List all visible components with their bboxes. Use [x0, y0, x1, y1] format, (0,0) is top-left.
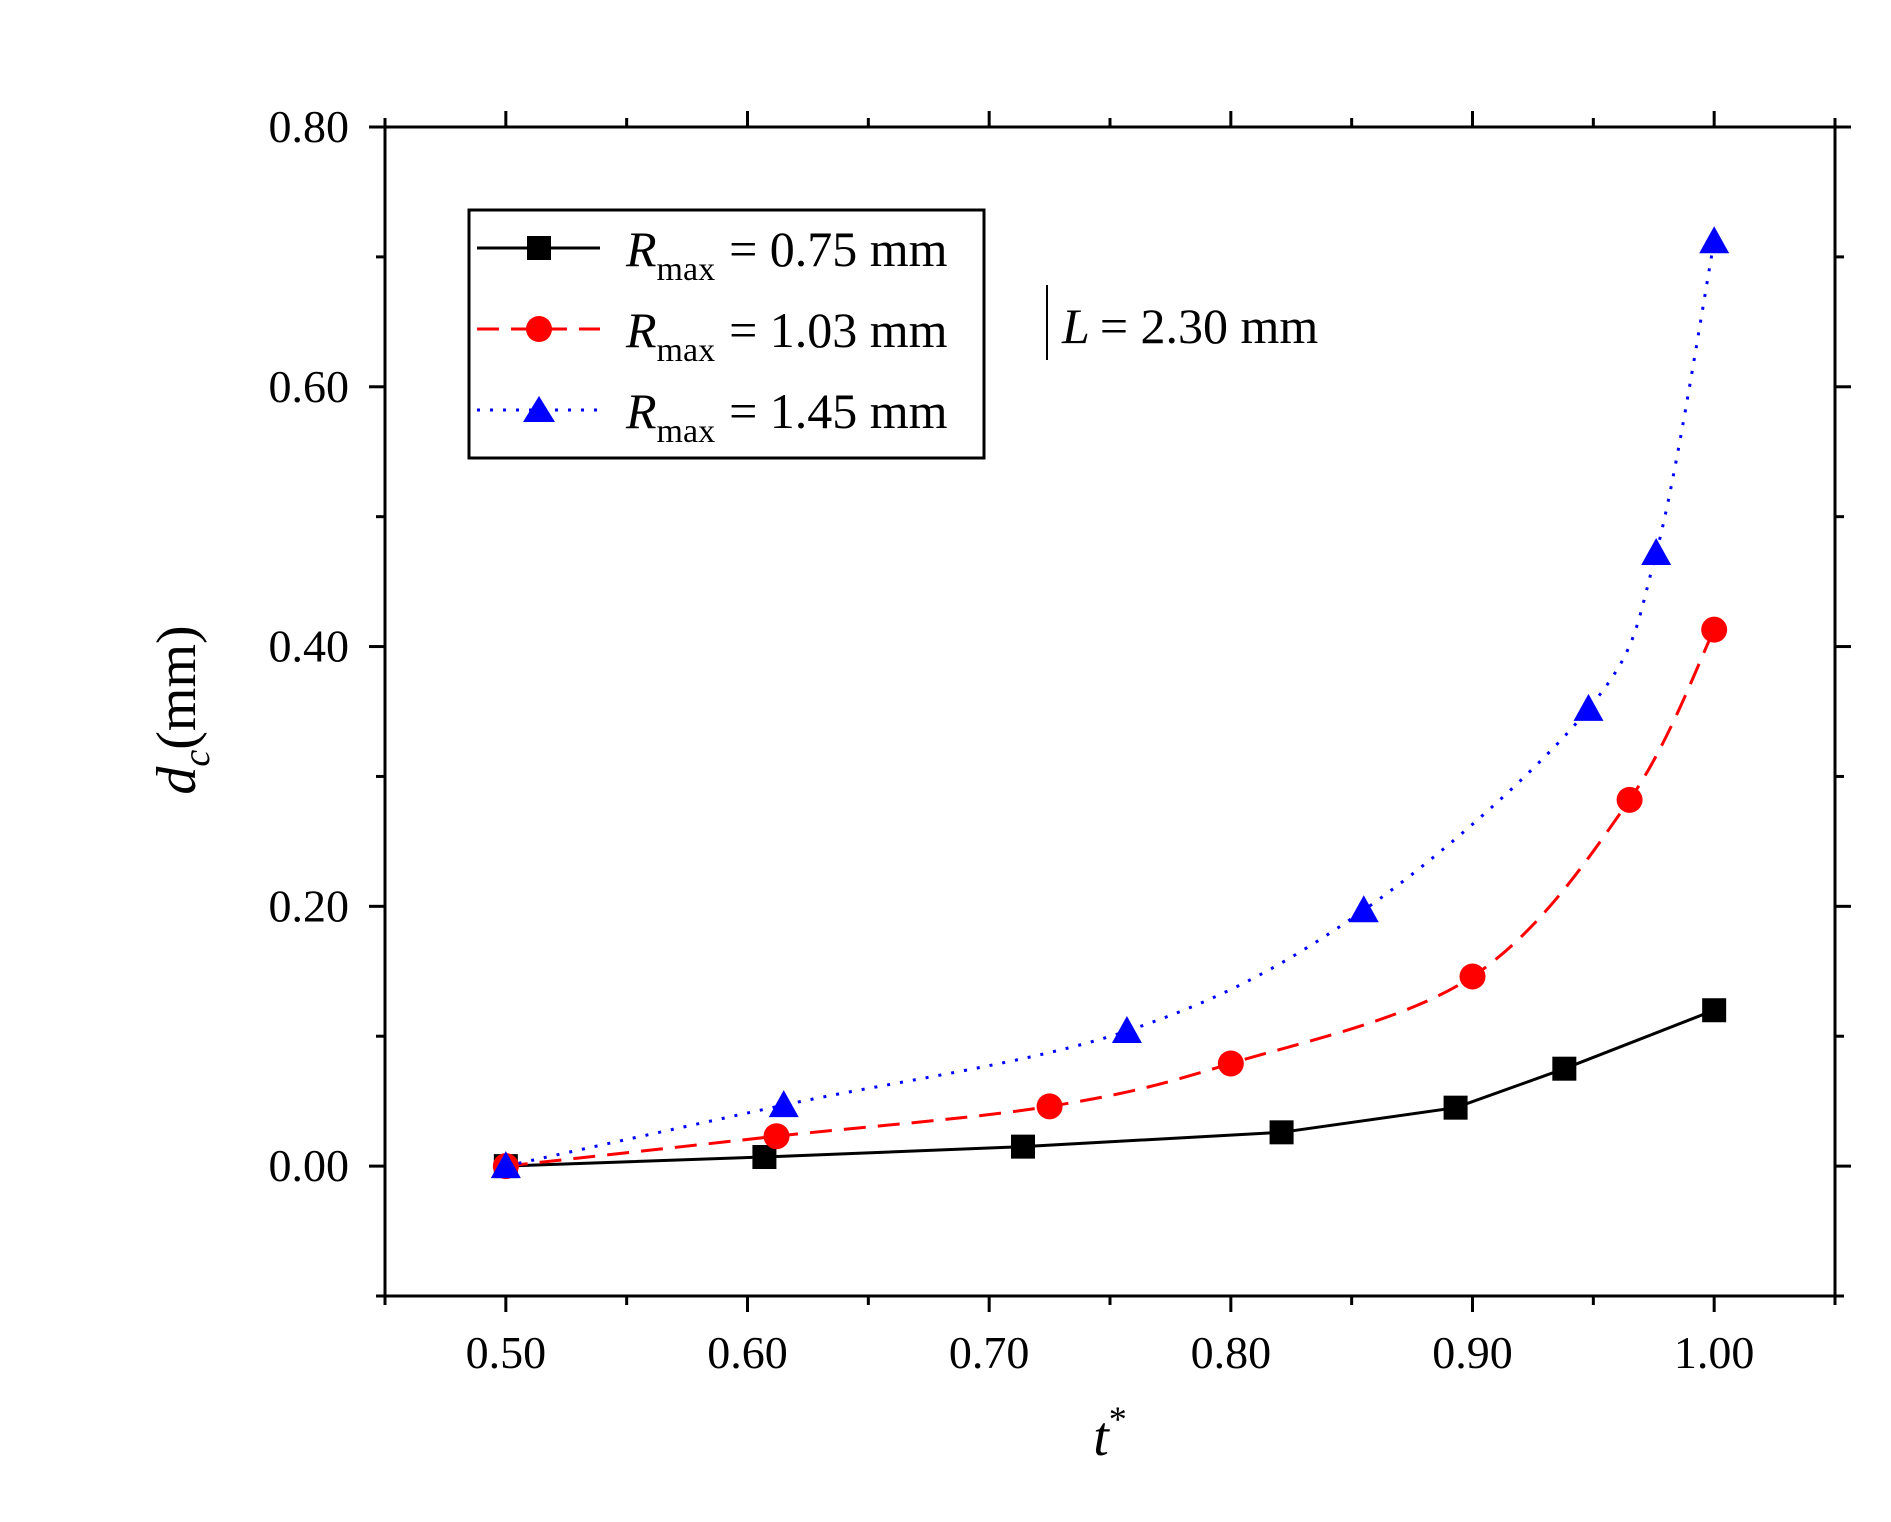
legend-triangle-marker — [523, 396, 555, 422]
y-axis-subscript: c — [176, 750, 218, 767]
legend-label: Rmax = 1.03 mm — [625, 302, 948, 369]
data-point-triangle — [1641, 538, 1672, 566]
x-tick-label: 0.70 — [949, 1327, 1030, 1378]
data-point-square — [1269, 1120, 1294, 1145]
x-tick-label: 0.50 — [466, 1327, 547, 1378]
data-point-triangle — [1573, 693, 1604, 721]
data-point-triangle — [768, 1090, 799, 1118]
data-point-square — [1702, 998, 1727, 1023]
y-axis-symbol: d — [146, 766, 208, 795]
legend-circle-marker — [526, 316, 552, 342]
y-ticks — [369, 125, 1851, 1298]
x-axis-superscript: * — [1109, 1399, 1127, 1439]
data-point-square — [1443, 1095, 1468, 1120]
y-tick-label: 0.20 — [269, 880, 350, 931]
data-point-circle — [1616, 786, 1643, 813]
y-tick-label: 0.60 — [269, 361, 350, 412]
legend-label: Rmax = 1.45 mm — [625, 383, 948, 450]
data-point-triangle — [490, 1151, 521, 1179]
legend-square-marker — [527, 236, 551, 260]
y-tick-label: 0.00 — [269, 1140, 350, 1191]
data-point-square — [1011, 1134, 1035, 1159]
data-point-square — [1552, 1056, 1577, 1081]
legend-entry: Rmax = 1.03 mm — [477, 302, 948, 369]
data-point-circle — [1459, 963, 1486, 990]
legend-entry: Rmax = 0.75 mm — [477, 221, 948, 288]
y-axis-unit: (mm) — [146, 625, 208, 749]
legend-label: Rmax = 0.75 mm — [625, 221, 948, 288]
data-point-circle — [1217, 1050, 1244, 1077]
data-point-circle — [763, 1123, 790, 1150]
legend-entry: Rmax = 1.45 mm — [477, 383, 948, 450]
x-tick-label: 0.60 — [707, 1327, 788, 1378]
annotation-text: L = 2.30 mm — [1061, 298, 1318, 354]
series-markers — [490, 226, 1730, 1180]
x-ticks — [383, 111, 1837, 1312]
x-tick-labels: 0.50 0.60 0.70 0.80 0.90 1.00 — [466, 1327, 1755, 1378]
data-point-circle — [1036, 1093, 1063, 1120]
data-point-triangle — [1699, 226, 1730, 254]
x-axis-title: t* — [1093, 1399, 1127, 1468]
data-point-circle — [1701, 616, 1728, 643]
data-point-square — [752, 1145, 777, 1170]
x-tick-label: 1.00 — [1674, 1327, 1755, 1378]
y-tick-label: 0.40 — [269, 621, 350, 672]
x-axis-symbol: t — [1093, 1406, 1110, 1468]
legend: Rmax = 0.75 mm Rmax = 1.03 mm Rmax = 1.45 m… — [467, 208, 986, 460]
legend-box — [467, 208, 986, 460]
y-tick-labels: 0.00 0.20 0.40 0.60 0.80 — [269, 101, 350, 1191]
x-tick-label: 0.90 — [1432, 1327, 1513, 1378]
x-tick-label: 0.80 — [1191, 1327, 1272, 1378]
y-tick-label: 0.80 — [269, 101, 350, 152]
data-point-triangle — [1111, 1016, 1142, 1044]
y-axis-title: dc(mm) — [146, 625, 218, 794]
data-point-triangle — [1348, 895, 1379, 923]
